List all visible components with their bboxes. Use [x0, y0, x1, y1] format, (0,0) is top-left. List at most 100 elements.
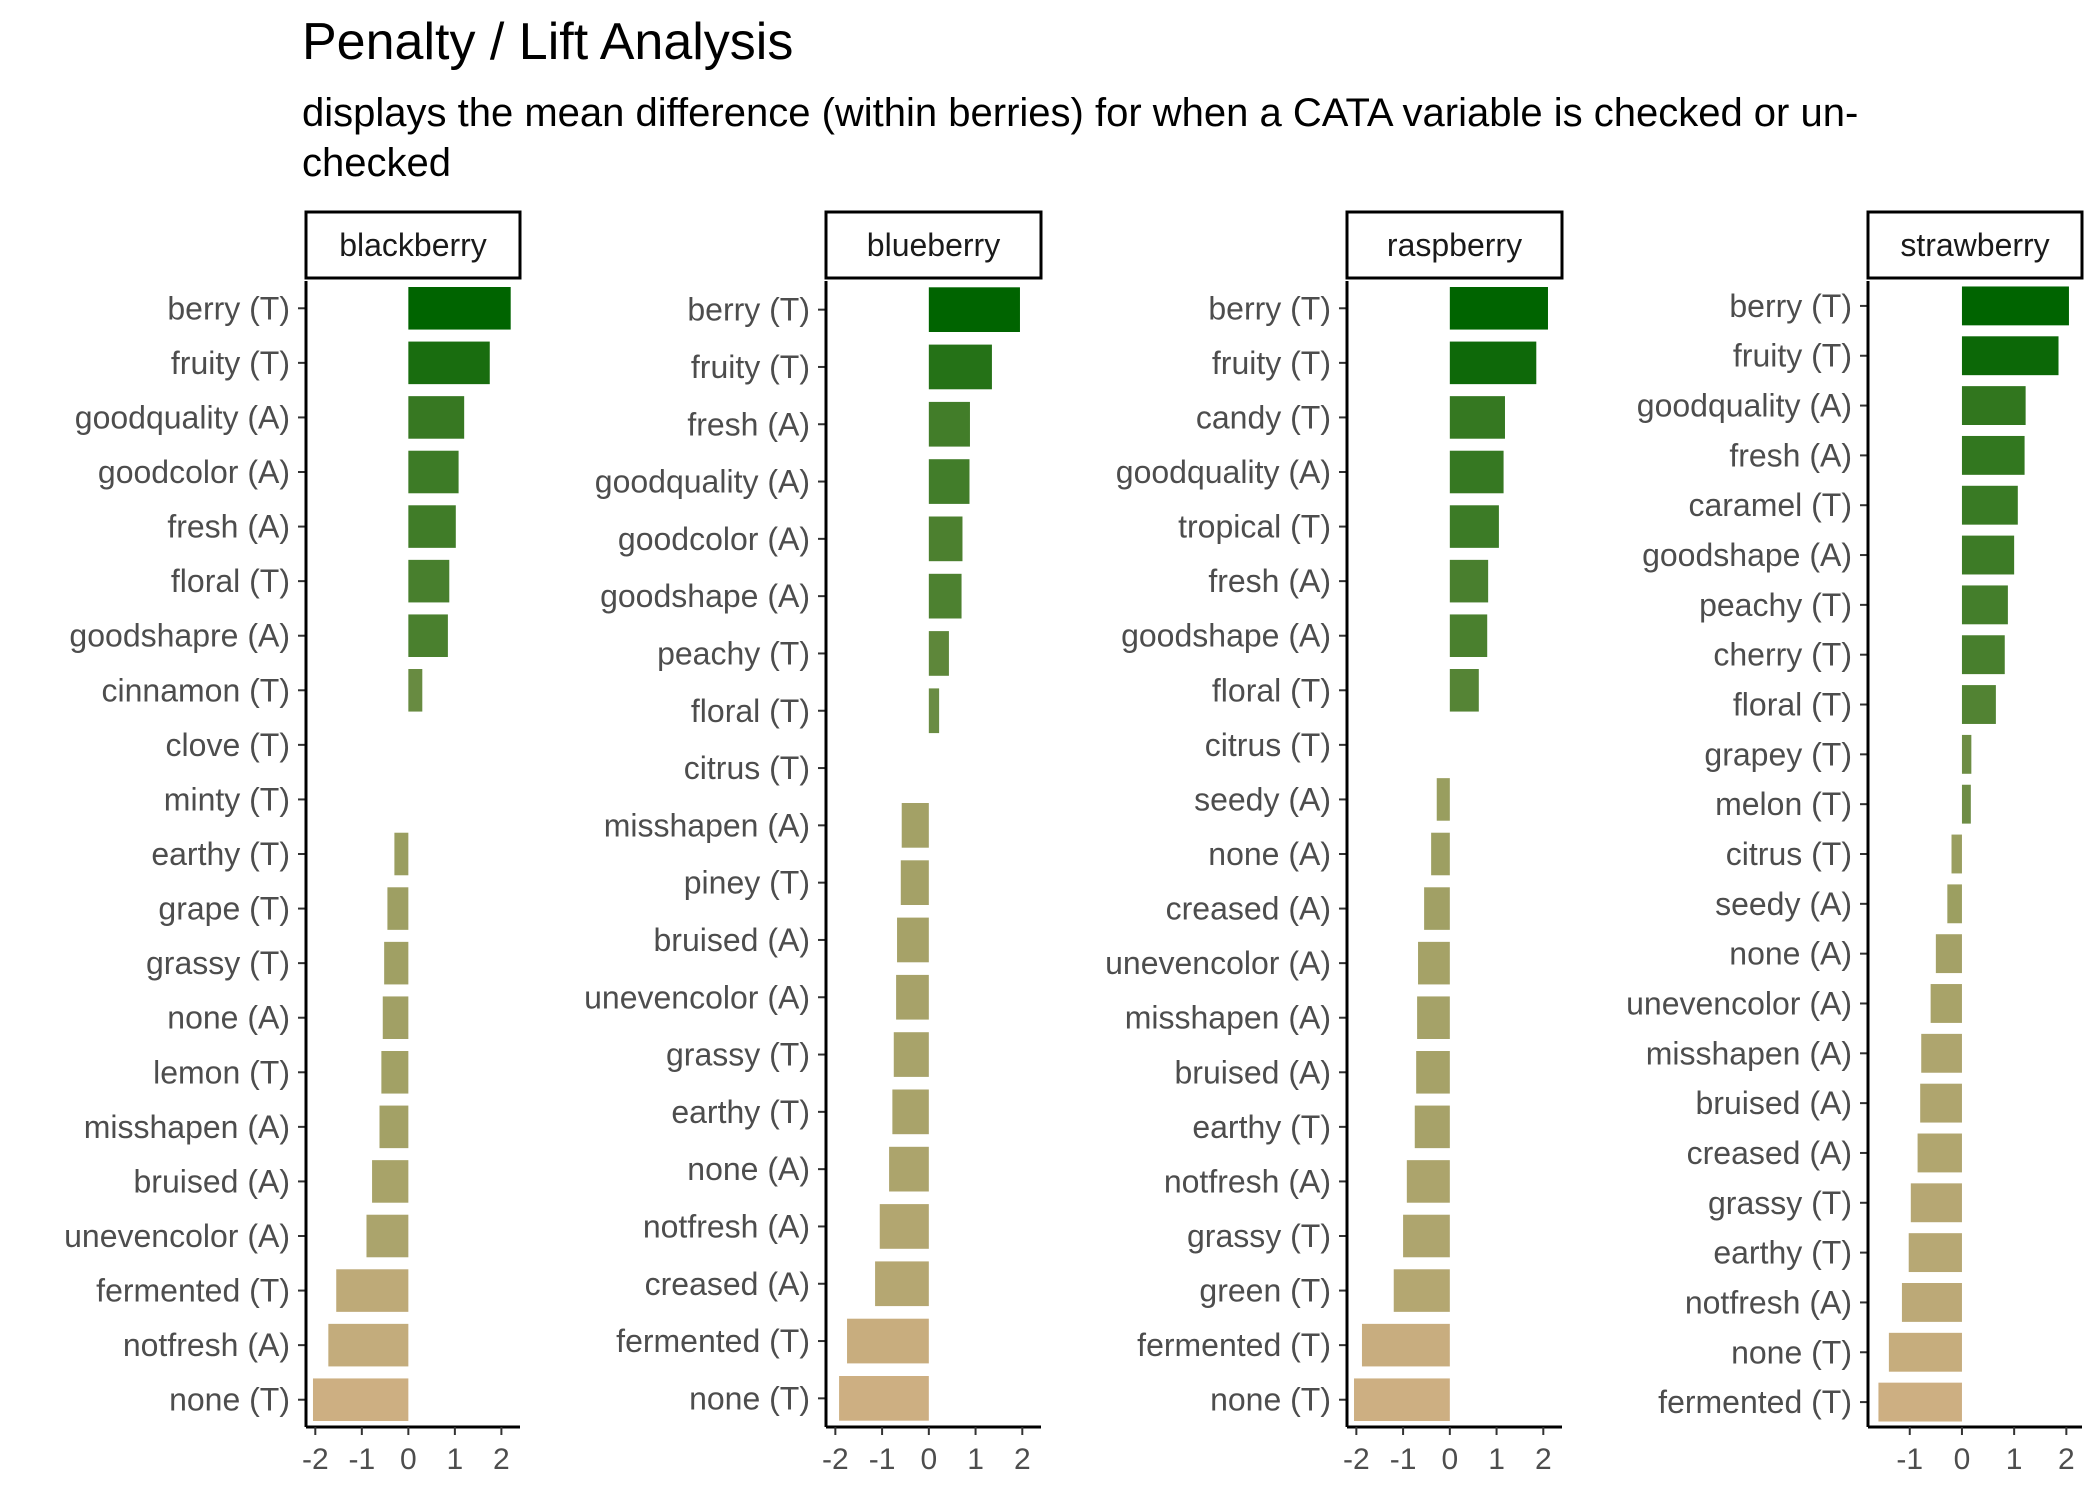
bar: [1961, 336, 2059, 376]
bar: [1416, 1051, 1450, 1094]
bar: [408, 559, 450, 603]
bar: [1920, 1083, 1962, 1123]
bar: [312, 1378, 409, 1421]
category-label: creased (A): [1687, 1135, 1852, 1171]
x-tick-label: -1: [348, 1443, 375, 1476]
panel-strip-box: [1345, 210, 1564, 280]
category-label: earthy (T): [1192, 1109, 1331, 1145]
category-label: fruity (T): [171, 345, 290, 381]
bar: [1917, 1133, 1962, 1173]
category-label: fresh (A): [1208, 563, 1331, 599]
x-tick-label: 1: [447, 1443, 464, 1476]
bar: [1961, 485, 2018, 525]
bar: [928, 401, 970, 447]
category-label: goodquality (A): [75, 399, 290, 435]
bar: [1406, 1160, 1450, 1203]
bar: [1961, 734, 1972, 774]
bar: [839, 1376, 929, 1421]
bar: [1354, 1378, 1450, 1421]
bar: [394, 832, 409, 876]
bar: [408, 450, 459, 494]
panel-strip-label: blackberry: [339, 227, 487, 263]
bar: [1930, 984, 1962, 1023]
bar: [897, 917, 929, 963]
bar: [1961, 635, 2005, 675]
x-tick-label: 1: [2006, 1443, 2023, 1476]
category-label: clove (T): [166, 727, 290, 763]
category-label: tropical (T): [1178, 509, 1331, 545]
chart-subtitle: displays the mean difference (within ber…: [302, 91, 1859, 185]
category-label: bruised (A): [1696, 1085, 1853, 1121]
category-label: green (T): [1199, 1273, 1331, 1309]
category-label: misshapen (A): [1646, 1035, 1852, 1071]
x-tick-label: -2: [302, 1443, 329, 1476]
category-label: grape (T): [158, 891, 290, 927]
category-label: none (T): [1731, 1334, 1852, 1370]
bar: [1947, 884, 1962, 924]
bar: [1436, 778, 1450, 821]
bar: [379, 1105, 409, 1149]
category-label: grassy (T): [666, 1037, 810, 1073]
bar: [1921, 1033, 1962, 1073]
bar: [1961, 685, 1996, 724]
bar: [1961, 286, 2069, 326]
bar: [928, 344, 992, 390]
category-label: notfresh (A): [1164, 1163, 1331, 1199]
bar: [1449, 614, 1488, 657]
category-label: fermented (T): [1658, 1384, 1852, 1420]
category-label: none (T): [1210, 1382, 1331, 1418]
category-label: berry (T): [1208, 290, 1331, 326]
category-label: cherry (T): [1713, 637, 1852, 673]
bar: [408, 614, 448, 657]
bar: [1393, 1269, 1450, 1312]
category-label: bruised (A): [1175, 1054, 1332, 1090]
x-tick-label: -2: [1343, 1443, 1370, 1476]
bar: [328, 1323, 409, 1367]
category-label: peachy (T): [657, 635, 810, 671]
bar: [928, 688, 940, 734]
bar: [384, 941, 409, 985]
category-label: goodshape (A): [1642, 537, 1852, 573]
category-label: fresh (A): [167, 509, 290, 545]
x-tick-label: 2: [2058, 1443, 2075, 1476]
category-label: grassy (T): [1187, 1218, 1331, 1254]
x-tick-label: 2: [493, 1443, 510, 1476]
bar: [336, 1269, 409, 1312]
category-label: citrus (T): [1205, 727, 1331, 763]
bar: [1908, 1233, 1962, 1273]
bar: [1431, 832, 1450, 876]
category-label: none (A): [687, 1151, 810, 1187]
category-label: fresh (A): [687, 406, 810, 442]
bar: [1449, 559, 1489, 603]
category-label: goodshape (A): [600, 578, 810, 614]
x-tick-label: -2: [822, 1443, 849, 1476]
category-label: goodshapre (A): [69, 618, 290, 654]
bar: [1449, 505, 1499, 548]
category-label: bruised (A): [134, 1163, 291, 1199]
bar: [1449, 341, 1537, 385]
bar: [1961, 535, 2015, 575]
bar: [408, 341, 490, 385]
category-label: peachy (T): [1699, 587, 1852, 623]
category-label: floral (T): [691, 693, 810, 729]
bar: [1417, 996, 1450, 1039]
chart-title: Penalty / Lift Analysis: [302, 13, 794, 71]
category-label: none (A): [1729, 936, 1852, 972]
x-tick-label: 2: [1014, 1443, 1031, 1476]
category-label: lemon (T): [153, 1054, 290, 1090]
category-label: earthy (T): [671, 1094, 810, 1130]
category-label: creased (A): [1166, 891, 1331, 927]
panel-strip-label: raspberry: [1387, 227, 1522, 263]
category-label: earthy (T): [1713, 1235, 1852, 1271]
category-label: fermented (T): [1137, 1327, 1331, 1363]
bar: [928, 287, 1020, 332]
bar: [381, 1051, 409, 1094]
category-label: caramel (T): [1688, 487, 1852, 523]
bar: [892, 1089, 929, 1135]
category-label: floral (T): [1733, 687, 1852, 723]
bar: [928, 459, 970, 504]
bar: [1449, 396, 1505, 439]
panel-blueberry: blueberry berry (T) fruity (T) fresh (A) goo…: [584, 210, 1043, 1476]
bar: [896, 974, 929, 1020]
